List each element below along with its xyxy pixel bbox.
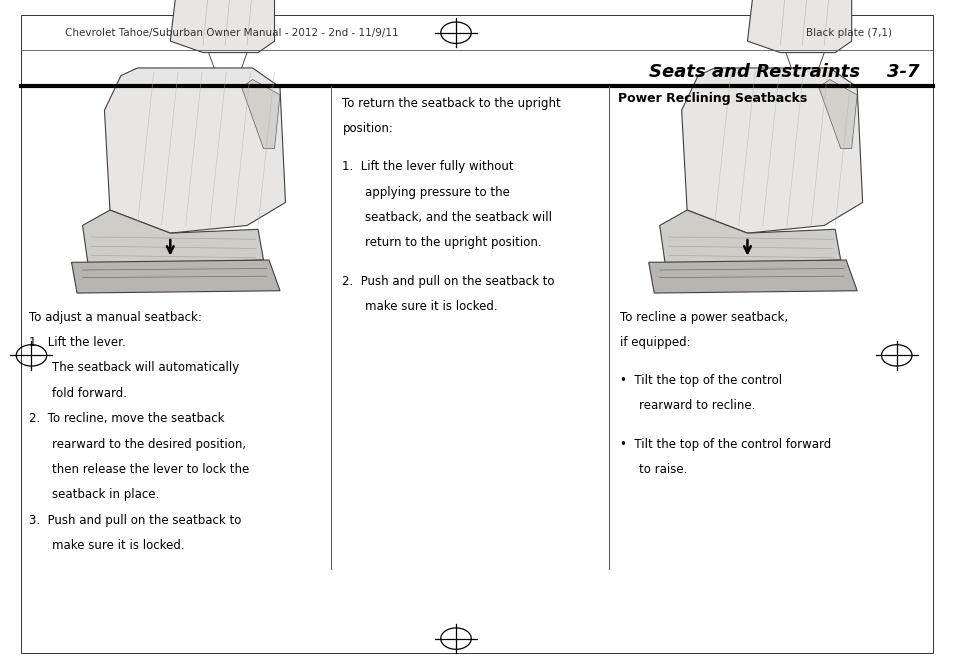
Text: 1.  Lift the lever.: 1. Lift the lever. xyxy=(29,336,125,349)
Text: Power Reclining Seatbacks: Power Reclining Seatbacks xyxy=(618,92,806,105)
Text: rearward to recline.: rearward to recline. xyxy=(639,399,755,412)
Text: seatback in place.: seatback in place. xyxy=(52,488,159,501)
Text: applying pressure to the: applying pressure to the xyxy=(365,186,510,198)
Text: To adjust a manual seatback:: To adjust a manual seatback: xyxy=(29,311,201,323)
Polygon shape xyxy=(83,210,263,264)
Text: 3-7: 3-7 xyxy=(886,63,919,81)
Polygon shape xyxy=(71,260,280,293)
Polygon shape xyxy=(170,0,274,53)
Text: 1.  Lift the lever fully without: 1. Lift the lever fully without xyxy=(342,160,514,173)
Text: then release the lever to lock the: then release the lever to lock the xyxy=(52,463,250,476)
Polygon shape xyxy=(680,68,862,233)
Polygon shape xyxy=(648,260,857,293)
Text: 3.  Push and pull on the seatback to: 3. Push and pull on the seatback to xyxy=(29,514,241,526)
Text: •  Tilt the top of the control forward: • Tilt the top of the control forward xyxy=(619,438,830,450)
Text: Black plate (7,1): Black plate (7,1) xyxy=(805,28,891,37)
Text: position:: position: xyxy=(342,122,393,135)
Polygon shape xyxy=(105,68,285,233)
Text: fold forward.: fold forward. xyxy=(52,387,128,399)
Text: make sure it is locked.: make sure it is locked. xyxy=(52,539,185,552)
Text: 2.  To recline, move the seatback: 2. To recline, move the seatback xyxy=(29,412,224,425)
Text: to raise.: to raise. xyxy=(639,463,687,476)
Polygon shape xyxy=(659,210,840,264)
Text: make sure it is locked.: make sure it is locked. xyxy=(365,300,497,313)
Text: To recline a power seatback,: To recline a power seatback, xyxy=(619,311,787,323)
Polygon shape xyxy=(241,79,280,149)
Text: rearward to the desired position,: rearward to the desired position, xyxy=(52,438,246,450)
Text: To return the seatback to the upright: To return the seatback to the upright xyxy=(342,97,560,110)
Text: 2.  Push and pull on the seatback to: 2. Push and pull on the seatback to xyxy=(342,275,555,287)
Text: •  Tilt the top of the control: • Tilt the top of the control xyxy=(619,374,781,387)
Text: The seatback will automatically: The seatback will automatically xyxy=(52,361,239,374)
Text: if equipped:: if equipped: xyxy=(619,336,690,349)
Polygon shape xyxy=(747,0,851,53)
Text: return to the upright position.: return to the upright position. xyxy=(365,236,541,249)
Polygon shape xyxy=(818,79,857,149)
Text: Seats and Restraints: Seats and Restraints xyxy=(648,63,859,81)
Text: seatback, and the seatback will: seatback, and the seatback will xyxy=(365,211,552,224)
Text: Chevrolet Tahoe/Suburban Owner Manual - 2012 - 2nd - 11/9/11: Chevrolet Tahoe/Suburban Owner Manual - … xyxy=(65,28,398,37)
